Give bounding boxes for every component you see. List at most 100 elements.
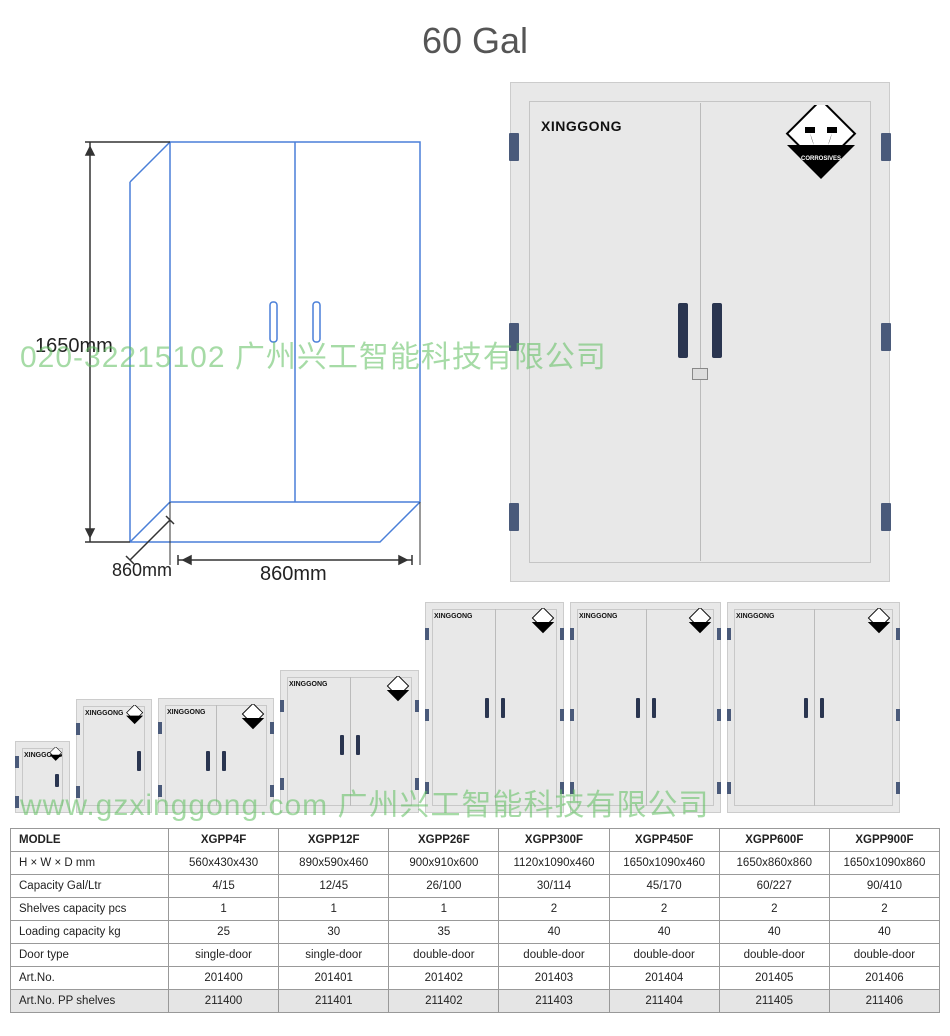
table-cell: 2 xyxy=(609,898,719,921)
table-cell: 201404 xyxy=(609,967,719,990)
col-header: XGPP900F xyxy=(829,829,939,852)
table-cell: 201403 xyxy=(499,967,609,990)
table-cell: 211404 xyxy=(609,990,719,1013)
table-row: Art.No.201400201401201402201403201404201… xyxy=(11,967,940,990)
table-cell: 2 xyxy=(499,898,609,921)
lineup-cabinet-2: XINGGONG xyxy=(158,698,274,813)
lineup-cabinet-0: XINGGONG xyxy=(15,741,70,813)
table-cell: double-door xyxy=(389,944,499,967)
table-cell: 30/114 xyxy=(499,875,609,898)
table-cell: 201401 xyxy=(279,967,389,990)
lineup-cabinet-5: XINGGONG xyxy=(570,602,721,813)
table-cell: 1650x1090x860 xyxy=(829,852,939,875)
col-header: XGPP26F xyxy=(389,829,499,852)
table-row: Art.No. PP shelves2114002114012114022114… xyxy=(11,990,940,1013)
col-header: XGPP12F xyxy=(279,829,389,852)
lineup-brand: XINGGONG xyxy=(736,613,775,620)
table-cell: 90/410 xyxy=(829,875,939,898)
door-handle-left xyxy=(678,303,688,358)
hazard-icon xyxy=(529,608,557,636)
table-cell: 1 xyxy=(169,898,279,921)
table-cell: 900x910x600 xyxy=(389,852,499,875)
table-cell: 1650x1090x460 xyxy=(609,852,719,875)
hazard-icon xyxy=(686,608,714,636)
table-cell: single-door xyxy=(169,944,279,967)
lineup-brand: XINGGONG xyxy=(289,681,328,688)
table-cell: 201405 xyxy=(719,967,829,990)
table-cell: 4/15 xyxy=(169,875,279,898)
table-cell: 211406 xyxy=(829,990,939,1013)
lineup-brand: XINGGONG xyxy=(434,613,473,620)
table-row: Door typesingle-doorsingle-doordouble-do… xyxy=(11,944,940,967)
col-header: XGPP4F xyxy=(169,829,279,852)
page-title: 60 Gal xyxy=(0,0,950,62)
table-cell: 45/170 xyxy=(609,875,719,898)
table-cell: double-door xyxy=(719,944,829,967)
door-lock xyxy=(692,368,708,380)
table-cell: 1 xyxy=(279,898,389,921)
table-cell: 1120x1090x460 xyxy=(499,852,609,875)
table-cell: double-door xyxy=(609,944,719,967)
spec-table: MODLEXGPP4FXGPP12FXGPP26FXGPP300FXGPP450… xyxy=(10,828,940,1013)
row-label: Capacity Gal/Ltr xyxy=(11,875,169,898)
table-row: Loading capacity kg25303540404040 xyxy=(11,921,940,944)
dim-width-label: 860mm xyxy=(260,563,327,582)
table-cell: 201406 xyxy=(829,967,939,990)
hazard-icon xyxy=(48,747,63,762)
col-header: XGPP300F xyxy=(499,829,609,852)
table-row: Capacity Gal/Ltr4/1512/4526/10030/11445/… xyxy=(11,875,940,898)
row-label: H × W × D mm xyxy=(11,852,169,875)
top-section: 1650mm 860mm 860mm XINGGONG CORROSIVES xyxy=(0,62,950,592)
row-label: Art.No. xyxy=(11,967,169,990)
table-cell: double-door xyxy=(829,944,939,967)
lineup-brand: XINGGONG xyxy=(579,613,618,620)
table-cell: 25 xyxy=(169,921,279,944)
table-cell: 560x430x430 xyxy=(169,852,279,875)
row-label: Art.No. PP shelves xyxy=(11,990,169,1013)
hazard-icon xyxy=(865,608,893,636)
lineup-cabinet-3: XINGGONG xyxy=(280,670,419,813)
table-cell: 12/45 xyxy=(279,875,389,898)
col-header: XGPP450F xyxy=(609,829,719,852)
table-cell: 40 xyxy=(829,921,939,944)
table-row: Shelves capacity pcs1112222 xyxy=(11,898,940,921)
door-handle-right xyxy=(712,303,722,358)
row-label: Door type xyxy=(11,944,169,967)
table-cell: 211400 xyxy=(169,990,279,1013)
table-cell: 1650x860x860 xyxy=(719,852,829,875)
table-cell: 2 xyxy=(829,898,939,921)
table-cell: 211402 xyxy=(389,990,499,1013)
row-label: Shelves capacity pcs xyxy=(11,898,169,921)
lineup-cabinet-1: XINGGONG xyxy=(76,699,152,813)
dim-height-label: 1650mm xyxy=(35,335,113,357)
lineup-brand: XINGGONG xyxy=(85,710,124,717)
dimension-drawing: 1650mm 860mm 860mm xyxy=(30,82,470,582)
table-cell: 211405 xyxy=(719,990,829,1013)
cabinet-lineup: XINGGONG XINGGONG XINGGONG XINGGONG XINGGONG… xyxy=(0,592,950,828)
table-cell: 201400 xyxy=(169,967,279,990)
table-cell: 40 xyxy=(719,921,829,944)
table-cell: 211403 xyxy=(499,990,609,1013)
table-cell: 60/227 xyxy=(719,875,829,898)
hazard-icon xyxy=(124,705,145,726)
table-cell: 2 xyxy=(719,898,829,921)
table-cell: 40 xyxy=(499,921,609,944)
table-cell: single-door xyxy=(279,944,389,967)
lineup-cabinet-6: XINGGONG xyxy=(727,602,900,813)
col-header-model: MODLE xyxy=(11,829,169,852)
svg-text:CORROSIVES: CORROSIVES xyxy=(801,156,841,162)
table-cell: double-door xyxy=(499,944,609,967)
cabinet-brand: XINGGONG xyxy=(541,118,622,134)
row-label: Loading capacity kg xyxy=(11,921,169,944)
hazard-icon xyxy=(239,704,267,732)
col-header: XGPP600F xyxy=(719,829,829,852)
table-cell: 30 xyxy=(279,921,389,944)
table-cell: 201402 xyxy=(389,967,499,990)
table-cell: 40 xyxy=(609,921,719,944)
table-cell: 26/100 xyxy=(389,875,499,898)
table-cell: 35 xyxy=(389,921,499,944)
lineup-cabinet-4: XINGGONG xyxy=(425,602,564,813)
corrosives-hazard-icon: CORROSIVES xyxy=(781,105,861,185)
table-cell: 890x590x460 xyxy=(279,852,389,875)
dim-depth-label: 860mm xyxy=(112,560,172,580)
